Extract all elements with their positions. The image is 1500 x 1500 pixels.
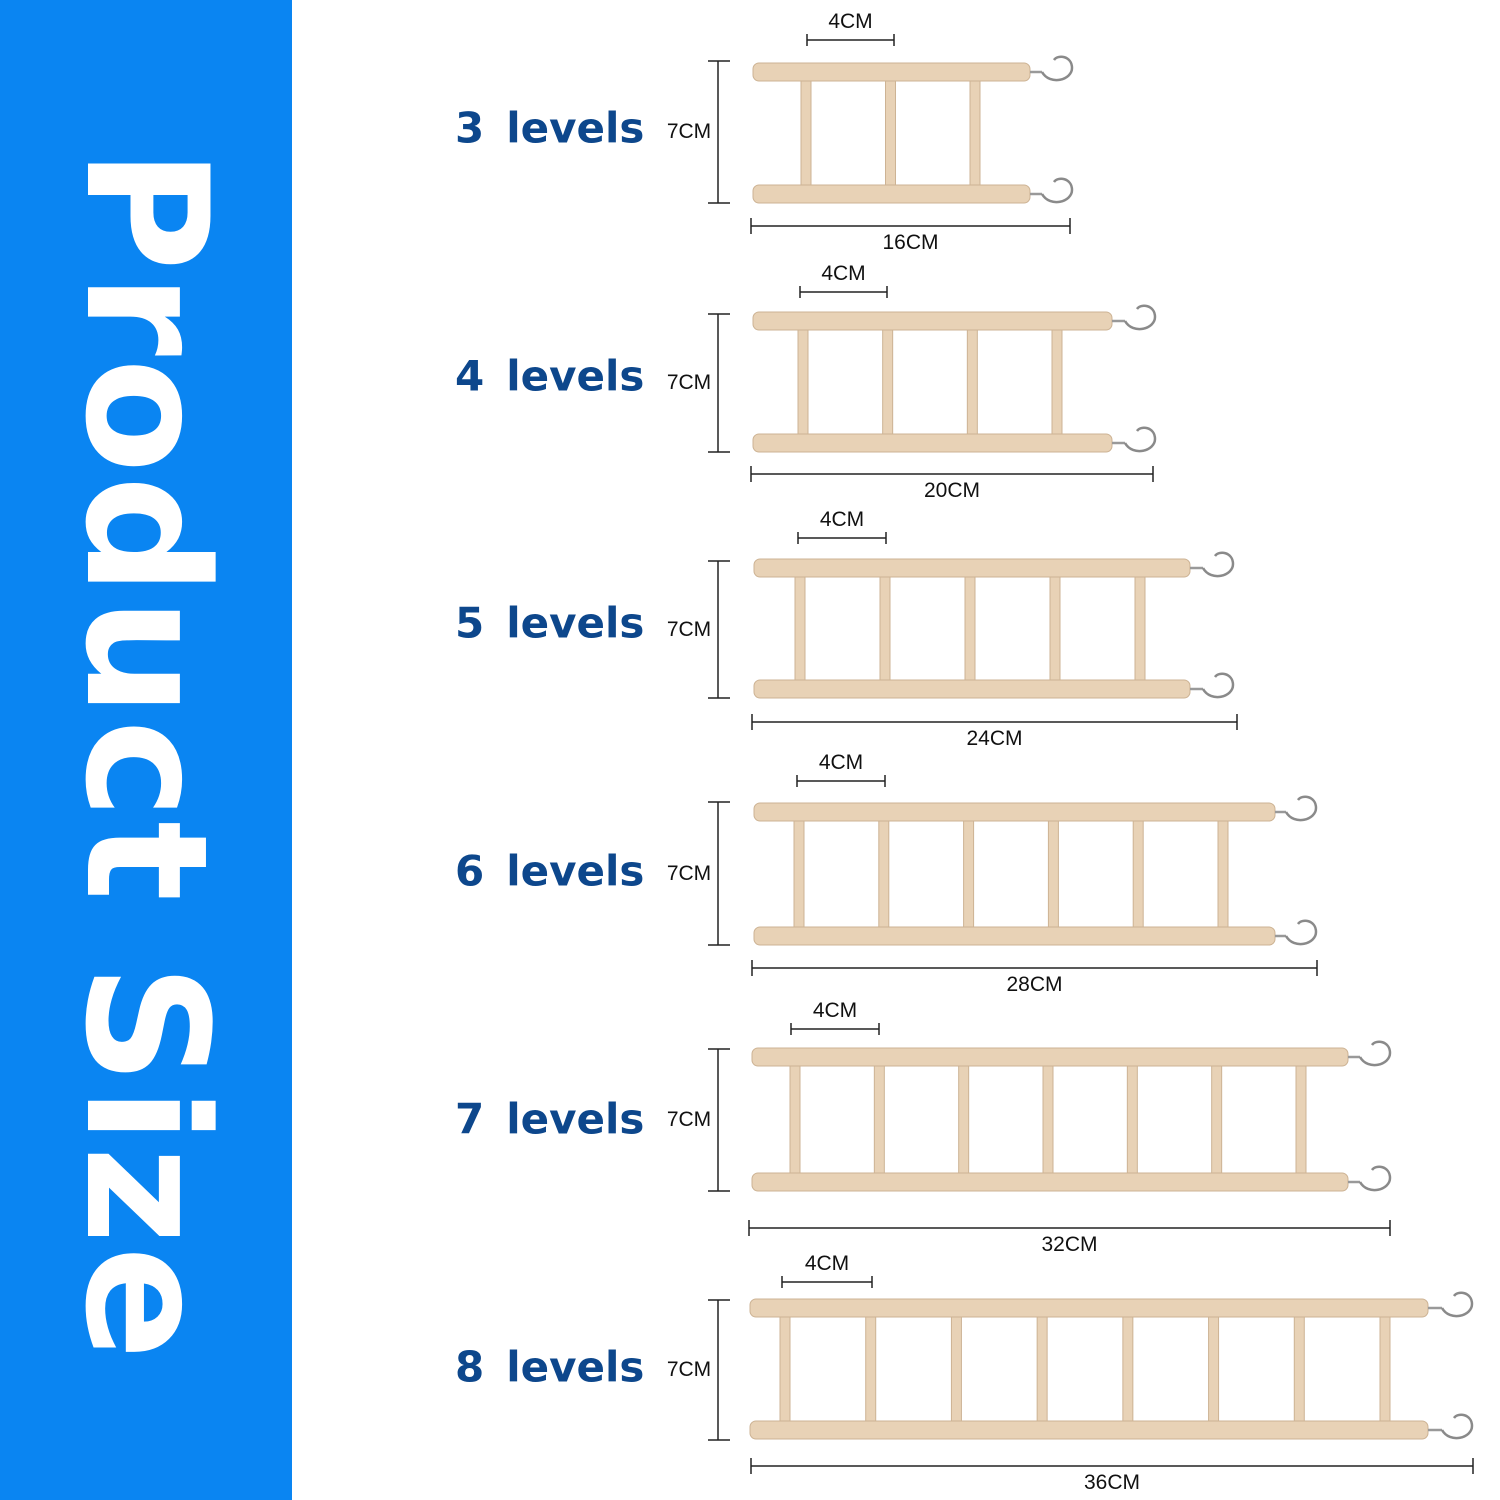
spacing-label: 4CM: [821, 262, 866, 285]
spacing-label: 4CM: [804, 1252, 850, 1275]
level-count: 4: [455, 351, 485, 401]
hook-icon: [1040, 177, 1074, 204]
ladder-rung: [1293, 1313, 1305, 1431]
level-word: levels: [506, 351, 645, 401]
ladder-rail: [751, 1172, 1349, 1192]
ladder-rail: [751, 1047, 1349, 1067]
ladder-rung: [950, 1313, 962, 1431]
level-word: levels: [506, 598, 645, 648]
ladder-rail: [753, 679, 1191, 699]
level-label: 5 levels: [455, 599, 644, 648]
ladder-rail: [749, 1298, 1429, 1318]
ladder-rung: [800, 77, 812, 195]
hook-icon: [1284, 919, 1318, 946]
ladder-rung: [879, 573, 891, 690]
ladder-rung: [1036, 1313, 1048, 1431]
spacing-label: 4CM: [828, 10, 873, 33]
height-label: 7CM: [666, 617, 712, 641]
level-word: levels: [506, 1094, 645, 1144]
ladder-rung: [882, 326, 894, 444]
ladder-rung: [794, 573, 806, 690]
hook-icon: [1440, 1413, 1474, 1440]
ladder-rung: [1049, 573, 1061, 690]
ladder-rung: [1134, 573, 1146, 690]
hook-icon: [1040, 55, 1074, 82]
level-label: 3 levels: [455, 104, 644, 153]
ladder-rung: [873, 1062, 885, 1183]
spacing-label: 4CM: [818, 751, 864, 774]
ladder-rung: [1211, 1062, 1223, 1183]
ladder-rung: [1042, 1062, 1054, 1183]
ladder-rail: [752, 184, 1031, 204]
level-word: levels: [506, 1342, 645, 1392]
ladder-rung: [958, 1062, 970, 1183]
ladder-rung: [966, 326, 978, 444]
ladder-rung: [1295, 1062, 1307, 1183]
level-label: 7 levels: [455, 1095, 644, 1144]
side-banner: Product Size: [0, 0, 292, 1500]
ladder-rail: [753, 802, 1276, 822]
ladder-rung: [878, 817, 890, 937]
ladder-rung: [1122, 1313, 1134, 1431]
level-count: 6: [455, 846, 485, 896]
ladder-rung: [885, 77, 896, 195]
hook-icon: [1358, 1040, 1392, 1067]
ladder-rung: [1379, 1313, 1391, 1431]
ladder-rung: [964, 573, 976, 690]
ladder-rail: [752, 62, 1031, 82]
height-label: 7CM: [666, 371, 712, 394]
ladder-rung: [969, 77, 981, 195]
width-label: 32CM: [1041, 1233, 1098, 1256]
height-label: 7CM: [666, 861, 712, 885]
ladder-rail: [752, 433, 1113, 453]
level-label: 6 levels: [455, 847, 644, 896]
level-count: 3: [455, 103, 485, 153]
ladder-rung: [1051, 326, 1063, 444]
hook-icon: [1284, 795, 1318, 822]
height-label: 7CM: [666, 1358, 712, 1381]
ladder-rail: [752, 311, 1113, 331]
hook-icon: [1201, 672, 1235, 699]
ladder-rung: [1132, 817, 1144, 937]
level-label: 4 levels: [455, 352, 644, 401]
hook-icon: [1201, 551, 1235, 578]
width-label: 36CM: [1083, 1471, 1141, 1494]
ladder-rail: [753, 926, 1276, 946]
level-label: 8 levels: [455, 1343, 644, 1392]
level-count: 7: [455, 1094, 485, 1144]
ladder-rung: [1217, 817, 1229, 937]
width-label: 20CM: [923, 479, 981, 502]
ladder-rung: [865, 1313, 877, 1431]
ladder-rung: [1126, 1062, 1138, 1183]
ladder-rail: [753, 558, 1191, 578]
hook-icon: [1123, 426, 1157, 453]
ladder-rung: [793, 817, 805, 937]
level-count: 5: [455, 598, 485, 648]
spacing-label: 4CM: [819, 508, 865, 531]
level-word: levels: [506, 846, 645, 896]
width-label: 24CM: [966, 727, 1023, 750]
level-count: 8: [455, 1342, 485, 1392]
ladder-rung: [797, 326, 809, 444]
ladder-rung: [963, 817, 975, 937]
hook-icon: [1123, 304, 1157, 331]
ladder-rail: [749, 1420, 1429, 1440]
ladder-rung: [1208, 1313, 1220, 1431]
hook-icon: [1440, 1291, 1474, 1318]
hook-icon: [1358, 1165, 1392, 1192]
ladder-rung: [779, 1313, 791, 1431]
width-label: 28CM: [1006, 973, 1063, 996]
width-label: 16CM: [882, 231, 939, 254]
height-label: 7CM: [666, 120, 712, 143]
ladder-rung: [789, 1062, 801, 1183]
spacing-label: 4CM: [812, 999, 858, 1022]
ladder-rung: [1047, 817, 1059, 937]
level-word: levels: [506, 103, 645, 153]
height-label: 7CM: [666, 1108, 712, 1131]
